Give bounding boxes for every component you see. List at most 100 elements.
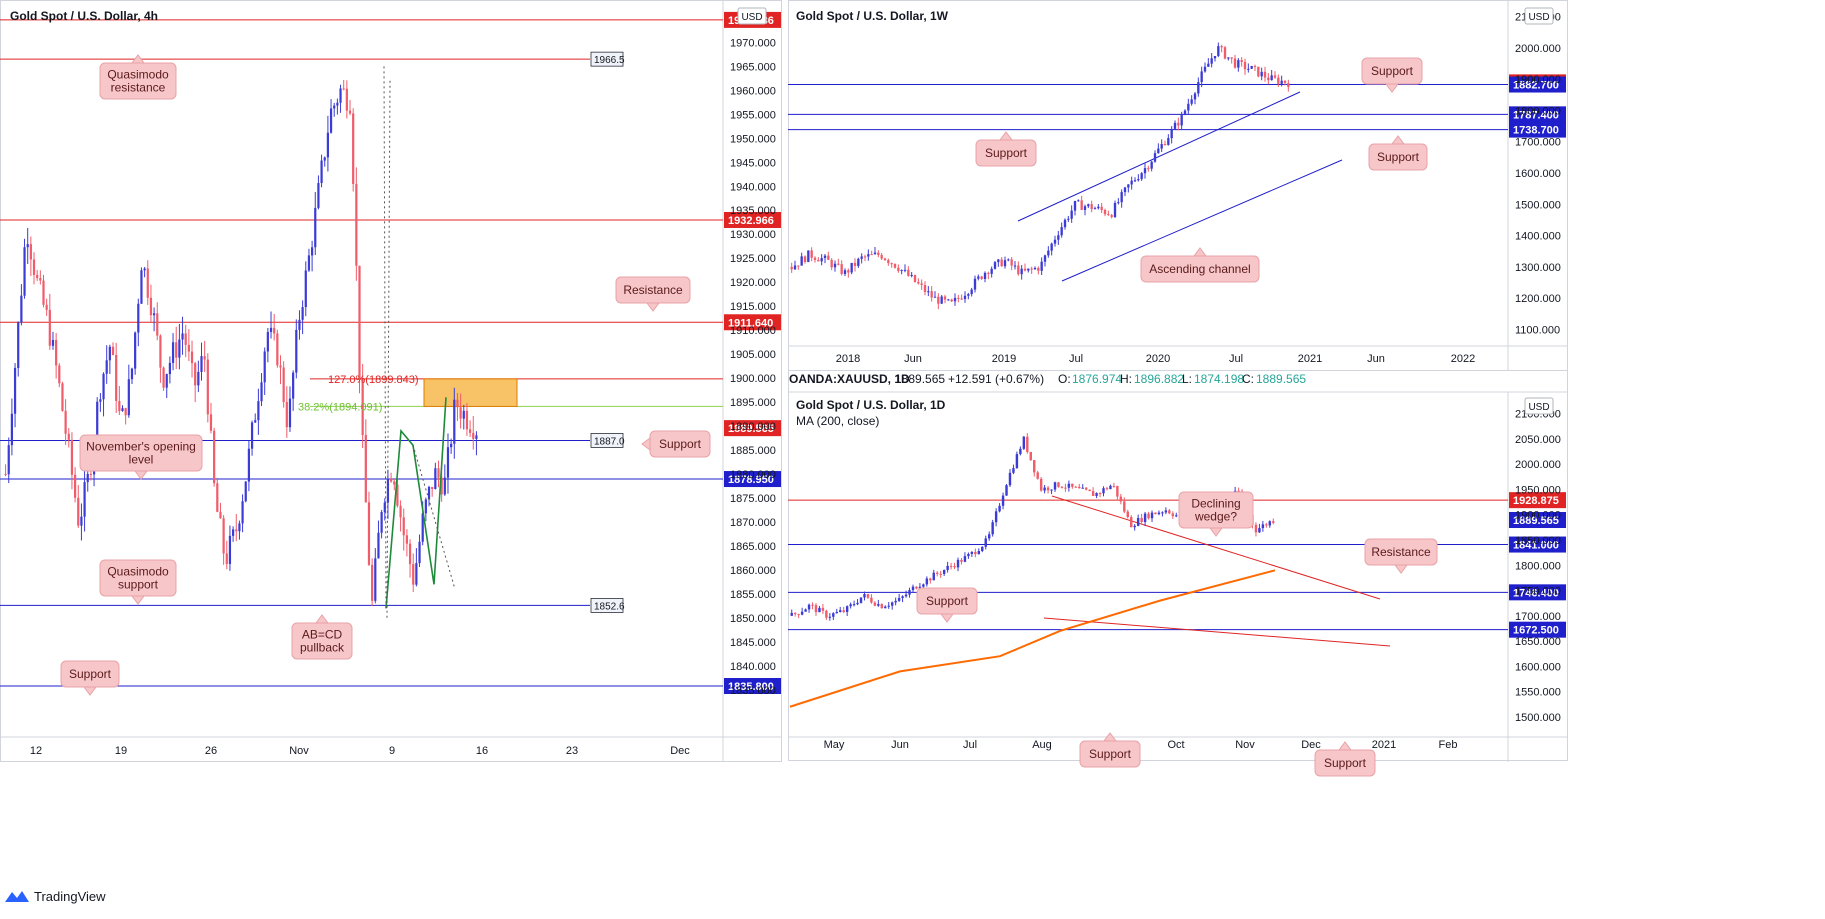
price-tag	[1509, 76, 1566, 93]
callout-text: Resistance	[623, 283, 683, 297]
callout-text: Support	[1324, 756, 1367, 770]
candle-body	[1254, 524, 1258, 533]
price-tag	[724, 677, 781, 694]
candle-body	[913, 275, 917, 282]
candle-body	[1112, 485, 1116, 487]
candle-body	[1036, 472, 1039, 479]
candle-body	[67, 433, 70, 440]
fib-382-label: 38.2%(1894.091)	[298, 401, 382, 413]
y-tick-label: 1925.000	[730, 253, 776, 265]
candle-body	[793, 265, 797, 270]
wedge-lower	[1043, 617, 1391, 647]
callout-text: Support	[985, 146, 1028, 160]
annotation-callout: Support	[1079, 732, 1141, 768]
x-tick-label: 2020	[1146, 353, 1170, 365]
candle-body	[852, 604, 856, 606]
candle-body	[468, 429, 472, 433]
price-tag-label: 1878.950	[728, 474, 774, 486]
candle-body	[1253, 66, 1257, 68]
candle-body	[1127, 184, 1130, 188]
candle-body	[1237, 490, 1240, 492]
y-tick-label: 1955.000	[730, 109, 776, 121]
candle-body	[1039, 478, 1043, 491]
candle-body	[936, 572, 939, 574]
candle-body	[134, 332, 137, 369]
candle-body	[1003, 260, 1007, 267]
candle-body	[1167, 138, 1170, 145]
candle-body	[1084, 487, 1088, 490]
candle-body	[1064, 487, 1067, 489]
candle-body	[1213, 56, 1217, 59]
candle-body	[922, 584, 925, 587]
y-tick-label: 1500.000	[1515, 712, 1561, 724]
candle-body	[1230, 57, 1233, 59]
candle-body	[1120, 192, 1123, 203]
price-tag	[724, 471, 781, 488]
candle-body	[152, 313, 156, 316]
candle-body	[987, 272, 990, 274]
candle-body	[1053, 482, 1057, 490]
annotation-callout: Support	[1314, 741, 1376, 777]
candle-body	[832, 613, 835, 617]
candle-body	[83, 482, 86, 517]
candle-body	[1227, 57, 1230, 59]
candle-body	[348, 110, 352, 114]
y-tick-label: 1100.000	[1515, 324, 1560, 336]
high-value: 1896.882	[1134, 372, 1184, 386]
candle-body	[1030, 268, 1033, 270]
candle-body	[1190, 99, 1193, 104]
candle-body	[418, 541, 421, 564]
candle-body	[1261, 524, 1265, 529]
candle-body	[367, 502, 371, 565]
low-value: 1874.198	[1194, 372, 1244, 386]
candle-body	[168, 362, 172, 375]
candle-body	[273, 327, 276, 334]
candle-body	[1033, 268, 1037, 270]
y-tick-label: 1890.000	[730, 421, 776, 433]
candle-body	[310, 247, 314, 256]
candle-body	[1109, 485, 1112, 490]
candle-body	[967, 294, 970, 296]
symbol-name: OANDA:XAUUSD, 1D	[789, 372, 910, 386]
candle-body	[475, 435, 478, 439]
price-tag	[724, 314, 781, 331]
candle-body	[20, 295, 23, 323]
price-tag-label: 1746.400	[1513, 587, 1559, 599]
candle-body	[1143, 168, 1147, 174]
candle-body	[980, 276, 983, 279]
candle-body	[1240, 60, 1243, 62]
price-tag-label: 1835.800	[728, 681, 774, 693]
candle-body	[843, 270, 847, 274]
candle-body	[1161, 512, 1164, 514]
candle-body	[973, 278, 977, 290]
candle-body	[1091, 491, 1095, 496]
candle-body	[807, 604, 811, 610]
candle-body	[45, 304, 48, 310]
candle-body	[399, 505, 402, 518]
candle-body	[244, 481, 247, 502]
annotation-callout: Support	[641, 430, 711, 458]
candle-body	[1110, 215, 1113, 217]
candle-body	[797, 614, 800, 616]
candle-body	[1117, 202, 1120, 204]
tradingview-brand[interactable]: TradingView	[4, 888, 106, 904]
level-box-label: 1966.5	[594, 55, 625, 66]
candle-body	[1257, 66, 1260, 77]
candle-body	[355, 183, 358, 266]
callout-pointer	[1209, 527, 1223, 537]
y-tick-label: 1500.000	[1515, 199, 1561, 211]
candle-body	[915, 586, 918, 589]
price-tag	[724, 211, 781, 228]
candle-body	[877, 252, 880, 256]
candle-body	[329, 108, 333, 133]
callout-pointer	[131, 595, 145, 605]
candle-body	[900, 269, 903, 271]
ma-label: MA (200, close)	[796, 414, 879, 428]
price-tag-label: 1889.565	[1513, 515, 1559, 527]
price-tag	[1509, 584, 1566, 601]
candle-body	[1123, 501, 1126, 512]
x-tick-label: Dec	[670, 745, 690, 757]
open-value: 1876.974	[1072, 372, 1122, 386]
candle-body	[219, 511, 222, 519]
candle-body	[1147, 168, 1150, 170]
